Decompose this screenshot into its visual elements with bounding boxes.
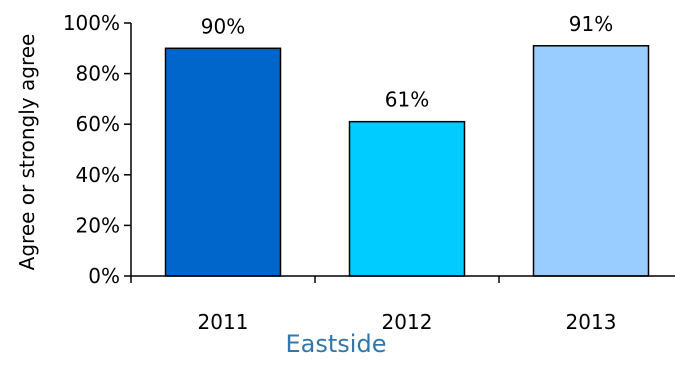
data-label-2013: 91% bbox=[569, 12, 613, 36]
y-tick-label: 80% bbox=[76, 62, 120, 86]
bar-2012 bbox=[348, 120, 466, 277]
y-tick-label: 40% bbox=[76, 163, 120, 187]
bar-2011 bbox=[164, 47, 282, 277]
x-tick-label-2012: 2012 bbox=[382, 310, 433, 334]
x-tick-label-2011: 2011 bbox=[198, 310, 249, 334]
bar-2013 bbox=[532, 45, 650, 277]
bars: 90% 61% 91% bbox=[164, 12, 650, 277]
data-label-2012: 61% bbox=[385, 88, 429, 112]
y-axis: 0% 20% 40% 60% 80% 100% bbox=[63, 11, 132, 288]
y-axis-title: Agree or strongly agree bbox=[15, 34, 39, 271]
chart-title: Eastside bbox=[286, 330, 387, 358]
x-tick-label-2013: 2013 bbox=[566, 310, 617, 334]
y-tick-label: 60% bbox=[76, 112, 120, 136]
x-axis: 2011 2012 2013 bbox=[130, 275, 675, 334]
y-tick-label: 0% bbox=[88, 264, 120, 288]
data-label-2011: 90% bbox=[201, 14, 245, 38]
y-tick-label: 20% bbox=[76, 213, 120, 237]
y-tick-label: 100% bbox=[63, 11, 120, 35]
